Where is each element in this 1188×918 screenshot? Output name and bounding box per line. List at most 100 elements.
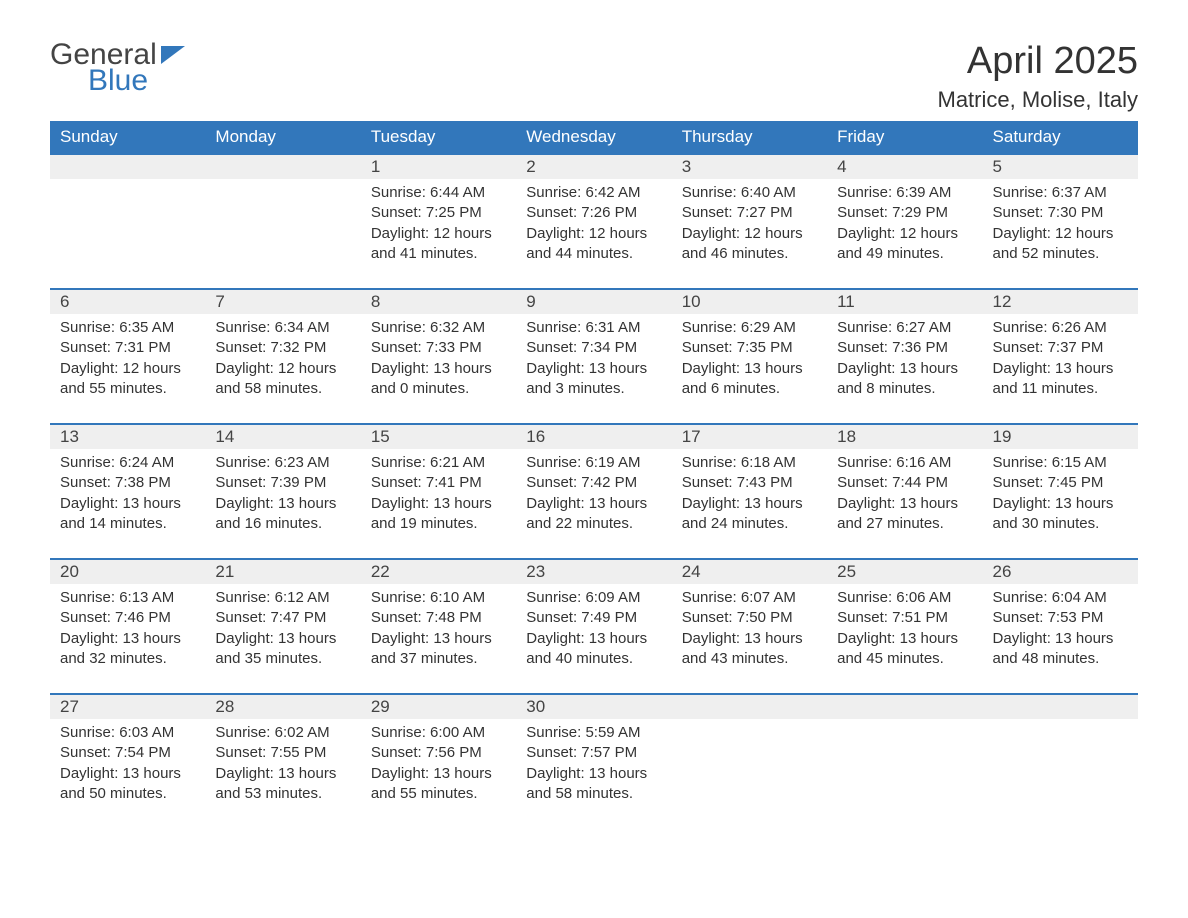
sunrise-text: Sunrise: 6:18 AM [682,453,817,473]
day-number: 24 [672,559,827,584]
daylight-text: Daylight: 13 hours and 48 minutes. [993,629,1128,670]
sunset-text: Sunset: 7:46 PM [60,608,195,628]
day-number: 19 [983,424,1138,449]
day-cell: Sunrise: 6:27 AMSunset: 7:36 PMDaylight:… [827,314,982,424]
weekday-header: Saturday [983,121,1138,154]
day-number: 9 [516,289,671,314]
day-cell: Sunrise: 6:32 AMSunset: 7:33 PMDaylight:… [361,314,516,424]
daylight-text: Daylight: 12 hours and 49 minutes. [837,224,972,265]
day-cell: Sunrise: 6:42 AMSunset: 7:26 PMDaylight:… [516,179,671,289]
daylight-text: Daylight: 13 hours and 50 minutes. [60,764,195,805]
sunrise-text: Sunrise: 6:12 AM [215,588,350,608]
flag-icon [161,46,185,64]
day-number: 13 [50,424,205,449]
sunset-text: Sunset: 7:50 PM [682,608,817,628]
brand-logo: General Blue [50,40,185,96]
month-title: April 2025 [938,40,1139,83]
day-cell: Sunrise: 6:16 AMSunset: 7:44 PMDaylight:… [827,449,982,559]
weekday-header: Tuesday [361,121,516,154]
day-cell: Sunrise: 6:04 AMSunset: 7:53 PMDaylight:… [983,584,1138,694]
day-cell: Sunrise: 6:23 AMSunset: 7:39 PMDaylight:… [205,449,360,559]
sunset-text: Sunset: 7:31 PM [60,338,195,358]
day-number-row: 20212223242526 [50,559,1138,584]
day-number: 6 [50,289,205,314]
day-number: 10 [672,289,827,314]
daylight-text: Daylight: 13 hours and 35 minutes. [215,629,350,670]
daylight-text: Daylight: 13 hours and 19 minutes. [371,494,506,535]
daylight-text: Daylight: 12 hours and 41 minutes. [371,224,506,265]
day-number: 12 [983,289,1138,314]
sunset-text: Sunset: 7:54 PM [60,743,195,763]
day-cell: Sunrise: 6:29 AMSunset: 7:35 PMDaylight:… [672,314,827,424]
location-subtitle: Matrice, Molise, Italy [938,87,1139,113]
daylight-text: Daylight: 12 hours and 52 minutes. [993,224,1128,265]
day-number: 21 [205,559,360,584]
sunrise-text: Sunrise: 6:19 AM [526,453,661,473]
sunset-text: Sunset: 7:47 PM [215,608,350,628]
sunrise-text: Sunrise: 6:21 AM [371,453,506,473]
sunrise-text: Sunrise: 6:09 AM [526,588,661,608]
daylight-text: Daylight: 13 hours and 22 minutes. [526,494,661,535]
day-cell: Sunrise: 6:40 AMSunset: 7:27 PMDaylight:… [672,179,827,289]
empty-day-cell [672,719,827,828]
sunset-text: Sunset: 7:27 PM [682,203,817,223]
sunset-text: Sunset: 7:33 PM [371,338,506,358]
day-number: 7 [205,289,360,314]
day-number: 4 [827,154,982,179]
daylight-text: Daylight: 13 hours and 14 minutes. [60,494,195,535]
day-cell: Sunrise: 6:09 AMSunset: 7:49 PMDaylight:… [516,584,671,694]
sunrise-text: Sunrise: 6:44 AM [371,183,506,203]
day-number-row: 27282930 [50,694,1138,719]
sunrise-text: Sunrise: 6:34 AM [215,318,350,338]
day-number: 28 [205,694,360,719]
sunrise-text: Sunrise: 6:10 AM [371,588,506,608]
sunrise-text: Sunrise: 6:06 AM [837,588,972,608]
day-cell: Sunrise: 6:12 AMSunset: 7:47 PMDaylight:… [205,584,360,694]
daylight-text: Daylight: 13 hours and 11 minutes. [993,359,1128,400]
sunrise-text: Sunrise: 6:00 AM [371,723,506,743]
weekday-header: Friday [827,121,982,154]
sunset-text: Sunset: 7:29 PM [837,203,972,223]
day-number: 14 [205,424,360,449]
sunrise-text: Sunrise: 6:15 AM [993,453,1128,473]
brand-part2: Blue [88,66,157,96]
daylight-text: Daylight: 13 hours and 45 minutes. [837,629,972,670]
sunset-text: Sunset: 7:49 PM [526,608,661,628]
daylight-text: Daylight: 13 hours and 24 minutes. [682,494,817,535]
day-number: 27 [50,694,205,719]
sunrise-text: Sunrise: 6:29 AM [682,318,817,338]
day-number: 16 [516,424,671,449]
sunrise-text: Sunrise: 6:16 AM [837,453,972,473]
weekday-header: Sunday [50,121,205,154]
empty-day-number [672,694,827,719]
daylight-text: Daylight: 13 hours and 16 minutes. [215,494,350,535]
sunrise-text: Sunrise: 6:03 AM [60,723,195,743]
weekday-header: Thursday [672,121,827,154]
day-cell: Sunrise: 6:02 AMSunset: 7:55 PMDaylight:… [205,719,360,828]
sunset-text: Sunset: 7:37 PM [993,338,1128,358]
day-number: 17 [672,424,827,449]
daylight-text: Daylight: 13 hours and 6 minutes. [682,359,817,400]
sunrise-text: Sunrise: 6:35 AM [60,318,195,338]
day-cell: Sunrise: 6:26 AMSunset: 7:37 PMDaylight:… [983,314,1138,424]
sunset-text: Sunset: 7:36 PM [837,338,972,358]
day-number: 15 [361,424,516,449]
day-number-row: 12345 [50,154,1138,179]
day-number: 11 [827,289,982,314]
empty-day-cell [827,719,982,828]
day-number: 18 [827,424,982,449]
sunset-text: Sunset: 7:38 PM [60,473,195,493]
sunset-text: Sunset: 7:56 PM [371,743,506,763]
day-cell: Sunrise: 6:07 AMSunset: 7:50 PMDaylight:… [672,584,827,694]
calendar-table: SundayMondayTuesdayWednesdayThursdayFrid… [50,121,1138,828]
sunrise-text: Sunrise: 6:42 AM [526,183,661,203]
day-cell: Sunrise: 6:10 AMSunset: 7:48 PMDaylight:… [361,584,516,694]
day-number: 5 [983,154,1138,179]
daylight-text: Daylight: 12 hours and 55 minutes. [60,359,195,400]
sunrise-text: Sunrise: 6:07 AM [682,588,817,608]
day-number: 29 [361,694,516,719]
day-cell: Sunrise: 6:19 AMSunset: 7:42 PMDaylight:… [516,449,671,559]
day-number: 1 [361,154,516,179]
sunset-text: Sunset: 7:53 PM [993,608,1128,628]
day-number: 25 [827,559,982,584]
